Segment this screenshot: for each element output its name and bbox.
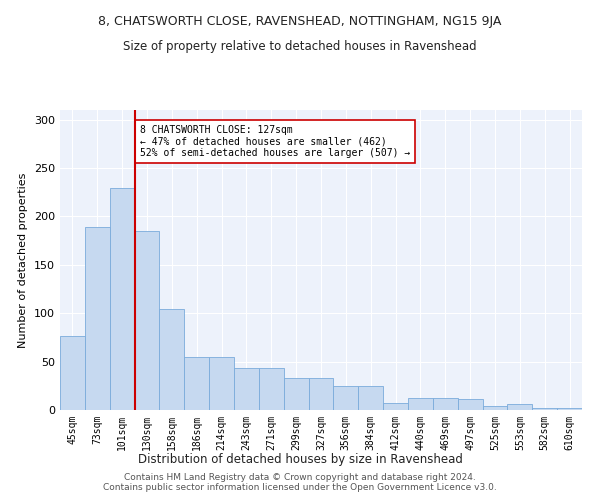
Text: 8 CHATSWORTH CLOSE: 127sqm
← 47% of detached houses are smaller (462)
52% of sem: 8 CHATSWORTH CLOSE: 127sqm ← 47% of deta… [140, 124, 410, 158]
Bar [557, 408, 582, 410]
Bar [358, 386, 383, 410]
Bar [184, 357, 209, 410]
Text: Size of property relative to detached houses in Ravenshead: Size of property relative to detached ho… [123, 40, 477, 53]
Bar [433, 398, 458, 410]
Bar [334, 386, 358, 410]
Bar [60, 336, 85, 410]
Bar [308, 378, 334, 410]
Bar [110, 188, 134, 410]
Bar [160, 310, 184, 410]
Bar [85, 227, 110, 410]
Bar [209, 357, 234, 410]
Text: Contains HM Land Registry data © Crown copyright and database right 2024.
Contai: Contains HM Land Registry data © Crown c… [103, 473, 497, 492]
Bar [259, 368, 284, 410]
Text: 8, CHATSWORTH CLOSE, RAVENSHEAD, NOTTINGHAM, NG15 9JA: 8, CHATSWORTH CLOSE, RAVENSHEAD, NOTTING… [98, 15, 502, 28]
Bar [383, 403, 408, 410]
Y-axis label: Number of detached properties: Number of detached properties [19, 172, 28, 348]
Bar [508, 404, 532, 410]
Bar [234, 368, 259, 410]
Bar [532, 408, 557, 410]
Bar [482, 406, 508, 410]
Text: Distribution of detached houses by size in Ravenshead: Distribution of detached houses by size … [137, 452, 463, 466]
Bar [134, 231, 160, 410]
Bar [284, 378, 308, 410]
Bar [458, 400, 482, 410]
Bar [408, 398, 433, 410]
